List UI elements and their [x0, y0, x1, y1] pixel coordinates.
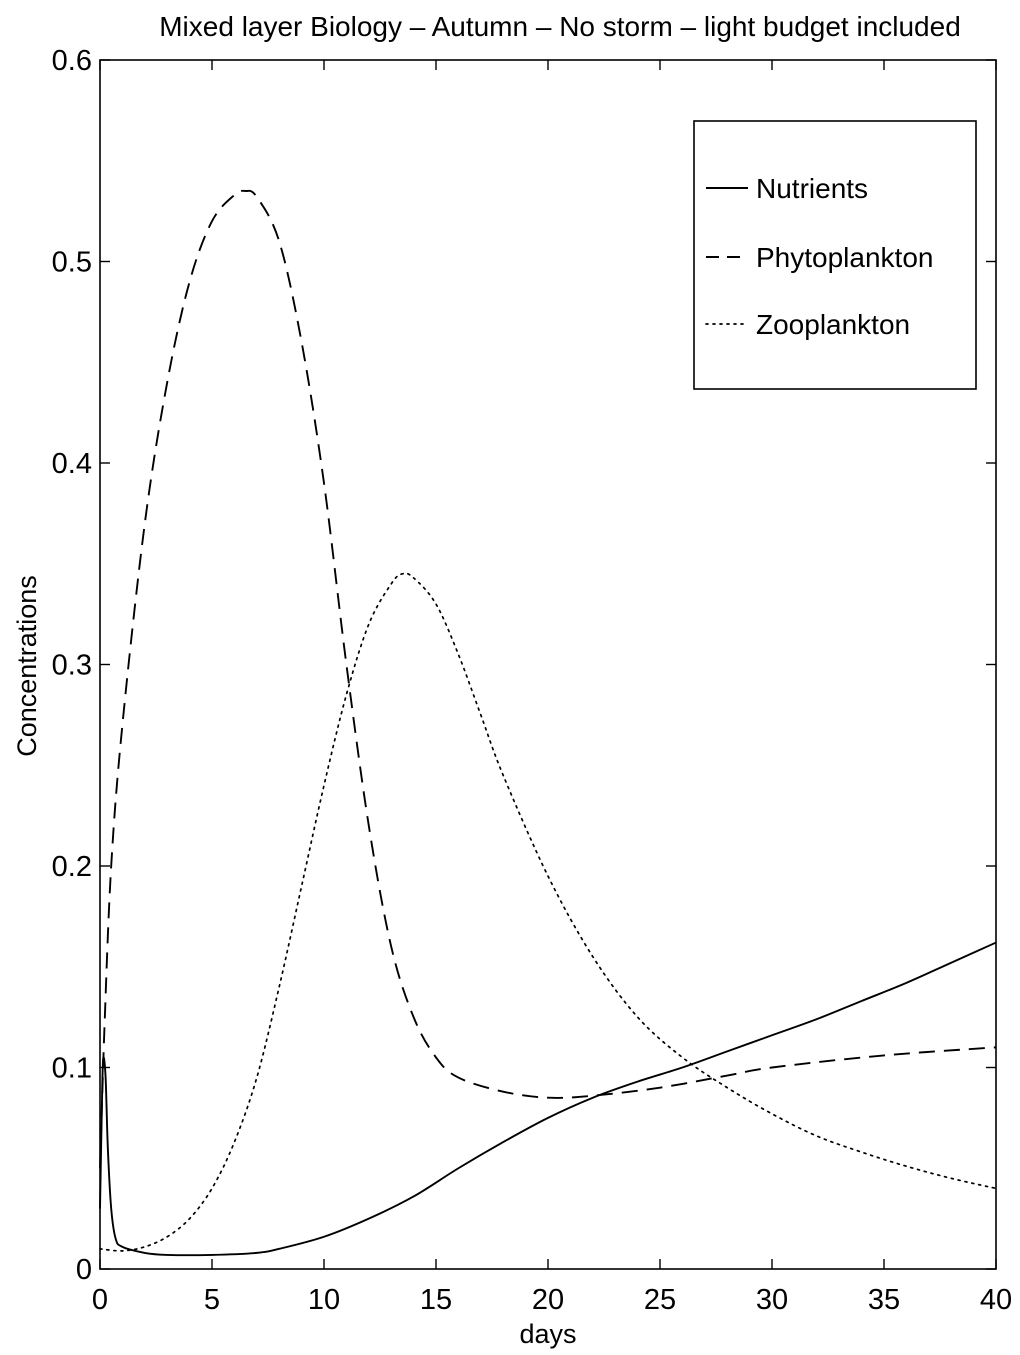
x-tick-label: 15 [420, 1284, 452, 1316]
y-tick-label: 0.2 [52, 851, 92, 883]
y-tick-label: 0.1 [52, 1053, 92, 1085]
axis-ticks: 0 5 10 15 20 25 30 35 40 0 0.1 0.2 0.3 0.4 0.5 0.6 [52, 45, 1012, 1316]
x-tick-label: 20 [532, 1284, 564, 1316]
y-tick-label: 0.3 [52, 650, 92, 682]
y-tick-label: 0 [76, 1254, 92, 1286]
y-axis-label: Concentrations [12, 575, 42, 757]
x-tick-label: 30 [756, 1284, 788, 1316]
x-axis-label: days [519, 1319, 576, 1349]
x-tick-label: 40 [980, 1284, 1012, 1316]
y-tick-label: 0.5 [52, 247, 92, 279]
x-tick-label: 0 [92, 1284, 108, 1316]
series-line-phytoplankton [99, 189, 997, 1169]
legend-items: Nutrients Phytoplankton Zooplankton [705, 173, 933, 340]
legend-frame [693, 120, 977, 390]
series-layer [99, 189, 997, 1257]
y-tick-label: 0.4 [52, 448, 92, 480]
x-tick-label: 35 [868, 1284, 900, 1316]
x-tick-label: 5 [204, 1284, 220, 1316]
legend-label-zooplankton: Zooplankton [756, 309, 910, 340]
chart-title: Mixed layer Biology – Autumn – No storm … [159, 11, 961, 42]
series-line-nutrients [99, 941, 997, 1257]
x-tick-label: 25 [644, 1284, 676, 1316]
y-tick-label: 0.6 [52, 45, 92, 77]
legend-label-nutrients: Nutrients [756, 173, 868, 204]
legend-label-phytoplankton: Phytoplankton [756, 242, 933, 273]
legend: Nutrients Phytoplankton Zooplankton [693, 120, 977, 390]
x-tick-label: 10 [308, 1284, 340, 1316]
series-line-zooplankton [99, 572, 997, 1252]
